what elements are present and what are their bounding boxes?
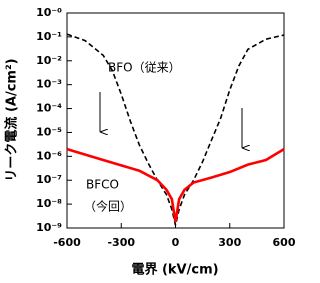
y-tick-label: 10⁻¹ bbox=[36, 30, 62, 43]
y-axis-label: リーク電流 (A/cm²) bbox=[4, 58, 20, 181]
y-tick-label: 10⁻⁹ bbox=[36, 221, 62, 234]
x-tick-label: 600 bbox=[273, 236, 296, 249]
y-tick-label: 10⁻⁶ bbox=[36, 149, 62, 162]
x-tick-label: -600 bbox=[53, 236, 81, 249]
x-axis-label: 電界 (kV/cm) bbox=[131, 262, 218, 278]
x-tick-label: -300 bbox=[107, 236, 135, 249]
series-line bbox=[66, 147, 285, 223]
annotation: BFCO bbox=[86, 178, 119, 192]
chart: 電界 (kV/cm) リーク電流 (A/cm²) 10⁻⁰ 10⁻¹ 10⁻² 10⁻… bbox=[4, 6, 296, 278]
y-tick-label: 10⁻⁷ bbox=[36, 173, 62, 186]
annotation: BFO（従来） bbox=[108, 61, 181, 75]
y-tick-label: 10⁻⁵ bbox=[36, 125, 62, 138]
y-tick-label: 10⁻³ bbox=[36, 78, 62, 91]
y-tick-label: 10⁻⁰ bbox=[36, 6, 62, 19]
x-tick-label: 300 bbox=[218, 236, 241, 249]
y-tick-label: 10⁻⁸ bbox=[36, 197, 62, 210]
annotation: （今回） bbox=[84, 199, 132, 214]
series-line bbox=[66, 33, 285, 226]
x-tick-label: 0 bbox=[172, 236, 180, 249]
y-tick-label: 10⁻⁴ bbox=[36, 102, 62, 115]
y-tick-label: 10⁻² bbox=[36, 54, 62, 67]
